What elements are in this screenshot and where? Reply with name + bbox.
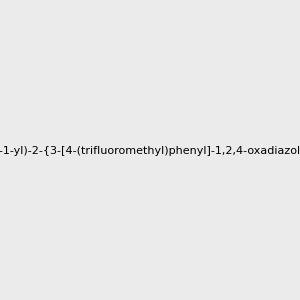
Text: 4,6-dimethyl-3-(1H-pyrrol-1-yl)-2-{3-[4-(trifluoromethyl)phenyl]-1,2,4-oxadiazol: 4,6-dimethyl-3-(1H-pyrrol-1-yl)-2-{3-[4-… bbox=[0, 146, 300, 157]
